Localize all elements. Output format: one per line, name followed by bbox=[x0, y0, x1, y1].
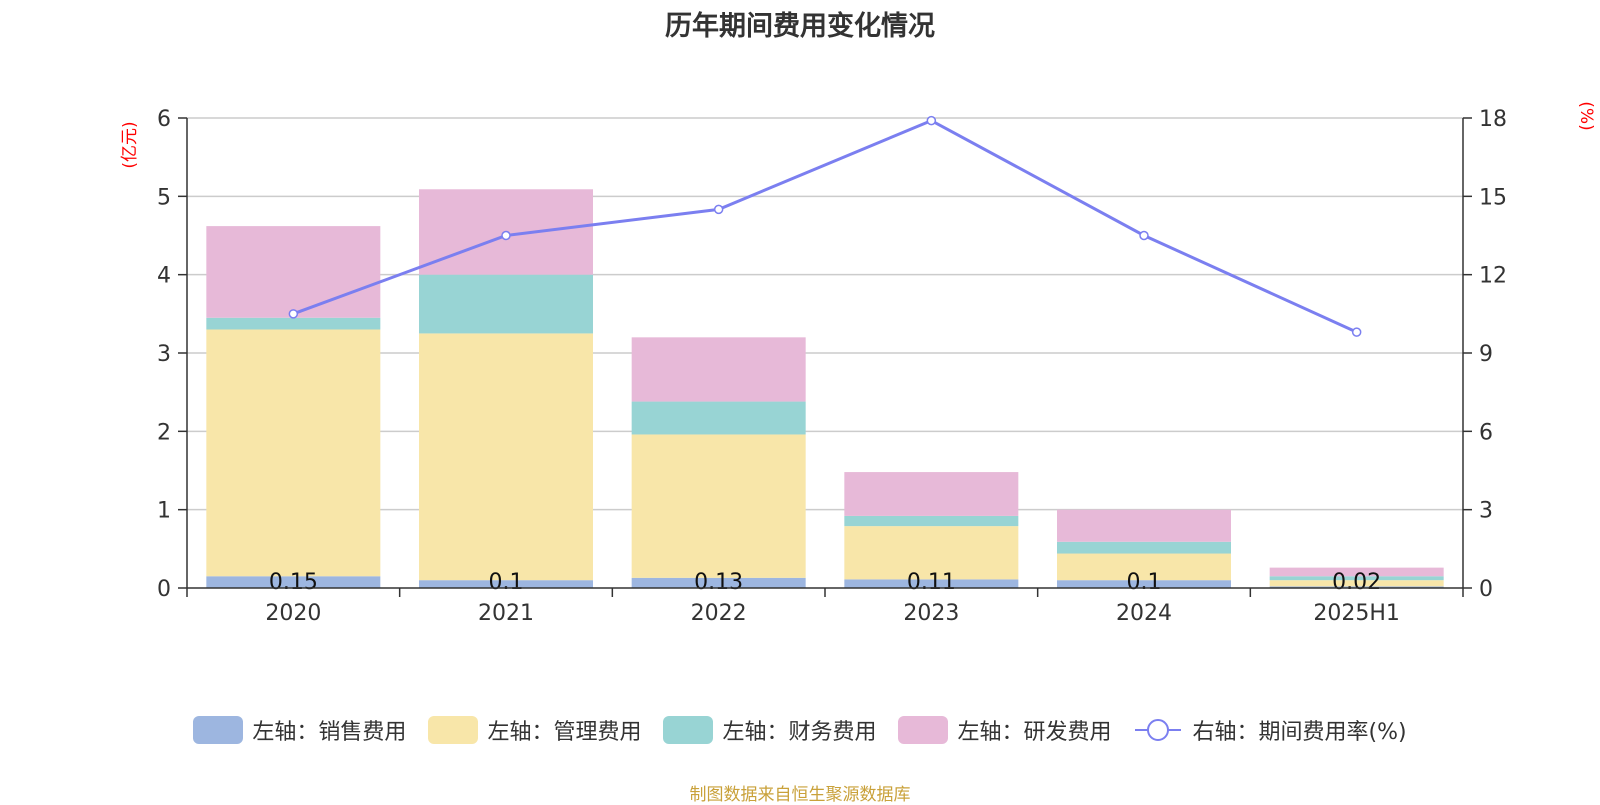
bar-data-label: 0.15 bbox=[269, 570, 318, 595]
rate-line-point[interactable] bbox=[713, 204, 724, 215]
left-axis-tick-label: 6 bbox=[157, 107, 171, 132]
x-axis-tick-label: 2025H1 bbox=[1313, 601, 1400, 626]
bar-segment-rnd[interactable] bbox=[844, 472, 1019, 516]
legend-item-rate[interactable]: 右轴：期间费用率(%) bbox=[1133, 714, 1407, 746]
legend-label-finance: 左轴：财务费用 bbox=[722, 720, 877, 745]
bar-segment-sales[interactable] bbox=[1057, 580, 1231, 588]
legend-swatch-sales bbox=[193, 716, 244, 744]
left-axis-tick-label: 1 bbox=[157, 499, 171, 524]
left-axis-tick-label: 5 bbox=[157, 185, 171, 210]
x-axis-tick-label: 2023 bbox=[903, 601, 959, 626]
legend-item-admin[interactable]: 左轴：管理费用 bbox=[428, 714, 641, 746]
bar-segment-finance[interactable] bbox=[1269, 576, 1444, 581]
legend: 左轴：销售费用 左轴：管理费用 左轴：财务费用 左轴：研发费用 右轴：期间费用率… bbox=[0, 714, 1600, 746]
legend-swatch-finance bbox=[663, 716, 714, 744]
rate-line-point[interactable] bbox=[501, 230, 511, 241]
x-axis-tick-label: 2021 bbox=[478, 601, 534, 626]
bar-segment-finance[interactable] bbox=[206, 317, 381, 330]
bar-segment-admin[interactable] bbox=[844, 526, 1019, 580]
bar-segment-admin[interactable] bbox=[631, 434, 806, 578]
bar-segment-finance[interactable] bbox=[844, 515, 1019, 527]
right-axis-tick-label: 15 bbox=[1479, 185, 1507, 210]
left-axis-tick-label: 0 bbox=[157, 577, 171, 602]
bar-data-label: 0.11 bbox=[907, 570, 956, 595]
rate-line-point[interactable] bbox=[1351, 327, 1362, 337]
bar-segment-admin[interactable] bbox=[1269, 580, 1444, 587]
bar-segment-sales[interactable] bbox=[419, 580, 593, 588]
x-axis-tick-label: 2020 bbox=[265, 601, 321, 626]
legend-item-rnd[interactable]: 左轴：研发费用 bbox=[898, 714, 1111, 746]
legend-label-admin: 左轴：管理费用 bbox=[487, 720, 642, 745]
left-axis-unit: (亿元) bbox=[120, 121, 140, 168]
rate-line-point[interactable] bbox=[1139, 230, 1149, 241]
bar-segment-rnd[interactable] bbox=[1057, 509, 1231, 542]
bar-data-label: 0.02 bbox=[1332, 570, 1381, 595]
rate-line-point[interactable] bbox=[926, 115, 937, 126]
bar-segment-sales[interactable] bbox=[631, 577, 806, 588]
left-axis-tick-label: 3 bbox=[157, 342, 171, 367]
bar-segment-admin[interactable] bbox=[419, 333, 593, 581]
data-source-note: 制图数据来自恒生聚源数据库 bbox=[689, 785, 911, 805]
bar-data-label: 0.1 bbox=[489, 570, 524, 595]
left-axis-tick-label: 2 bbox=[157, 420, 171, 445]
legend-label-rate: 右轴：期间费用率(%) bbox=[1192, 720, 1407, 745]
rate-line bbox=[292, 118, 1358, 334]
right-axis-tick-label: 6 bbox=[1479, 420, 1493, 445]
bar-stacks bbox=[206, 189, 1444, 588]
bar-segment-rnd[interactable] bbox=[206, 226, 381, 318]
right-axis-tick-label: 9 bbox=[1479, 342, 1493, 367]
legend-item-sales[interactable]: 左轴：销售费用 bbox=[193, 714, 406, 746]
legend-item-finance[interactable]: 左轴：财务费用 bbox=[663, 714, 876, 746]
bar-segment-sales[interactable] bbox=[206, 576, 381, 588]
right-axis-tick-label: 18 bbox=[1479, 107, 1507, 132]
right-axis-tick-label: 0 bbox=[1479, 577, 1493, 602]
bar-segment-admin[interactable] bbox=[206, 329, 381, 577]
legend-label-rnd: 左轴：研发费用 bbox=[957, 720, 1112, 745]
rate-line-series bbox=[288, 115, 1362, 337]
bar-segment-sales[interactable] bbox=[1269, 586, 1444, 588]
right-axis-unit: (%) bbox=[1576, 101, 1596, 130]
bar-segment-rnd[interactable] bbox=[631, 337, 806, 402]
bar-segment-finance[interactable] bbox=[419, 274, 593, 334]
bar-segment-finance[interactable] bbox=[1057, 541, 1231, 554]
legend-swatch-rnd bbox=[898, 716, 949, 744]
right-axis-tick-label: 3 bbox=[1479, 499, 1493, 524]
legend-line-marker-icon bbox=[1135, 719, 1182, 741]
right-axis-tick-label: 12 bbox=[1479, 264, 1507, 289]
legend-swatch-admin bbox=[428, 716, 479, 744]
bar-segment-rnd[interactable] bbox=[1269, 567, 1444, 577]
bar-segment-admin[interactable] bbox=[1057, 553, 1231, 581]
x-axis-tick-label: 2024 bbox=[1116, 601, 1172, 626]
legend-label-sales: 左轴：销售费用 bbox=[252, 720, 407, 745]
bar-data-label: 0.1 bbox=[1127, 570, 1162, 595]
bar-data-labels: 0.15 0.1 0.13 0.11 0.1 0.02 bbox=[269, 570, 1381, 595]
left-axis-tick-label: 4 bbox=[157, 264, 171, 289]
bar-data-label: 0.13 bbox=[694, 570, 743, 595]
bar-segment-sales[interactable] bbox=[844, 579, 1019, 588]
chart-title: 历年期间费用变化情况 bbox=[665, 11, 935, 42]
rate-line-point[interactable] bbox=[288, 309, 299, 319]
x-axis-tick-label: 2022 bbox=[691, 601, 747, 626]
bar-segment-finance[interactable] bbox=[631, 401, 806, 435]
